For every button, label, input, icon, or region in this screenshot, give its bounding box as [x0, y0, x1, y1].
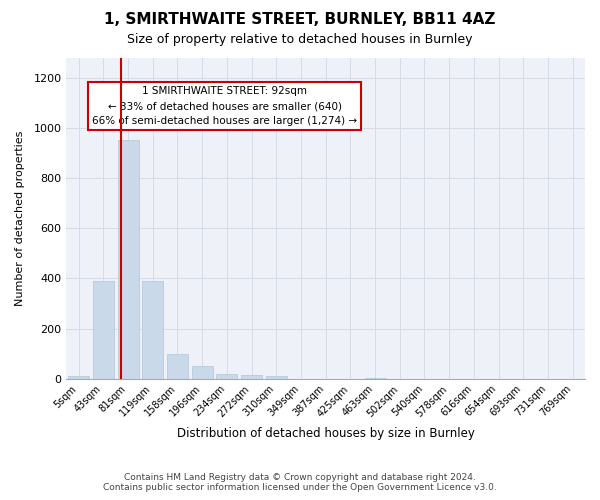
- Text: Contains HM Land Registry data © Crown copyright and database right 2024.
Contai: Contains HM Land Registry data © Crown c…: [103, 473, 497, 492]
- Bar: [241, 375, 262, 379]
- Y-axis label: Number of detached properties: Number of detached properties: [15, 130, 25, 306]
- Bar: [68, 376, 89, 379]
- X-axis label: Distribution of detached houses by size in Burnley: Distribution of detached houses by size …: [177, 427, 475, 440]
- Bar: [217, 374, 238, 379]
- Bar: [365, 378, 386, 379]
- Text: 1, SMIRTHWAITE STREET, BURNLEY, BB11 4AZ: 1, SMIRTHWAITE STREET, BURNLEY, BB11 4AZ: [104, 12, 496, 28]
- Text: Size of property relative to detached houses in Burnley: Size of property relative to detached ho…: [127, 32, 473, 46]
- Text: 1 SMIRTHWAITE STREET: 92sqm
← 33% of detached houses are smaller (640)
66% of se: 1 SMIRTHWAITE STREET: 92sqm ← 33% of det…: [92, 86, 357, 126]
- Bar: [142, 281, 163, 379]
- Bar: [93, 281, 114, 379]
- Bar: [191, 366, 212, 379]
- Bar: [118, 140, 139, 379]
- Bar: [167, 354, 188, 379]
- Bar: [266, 376, 287, 379]
